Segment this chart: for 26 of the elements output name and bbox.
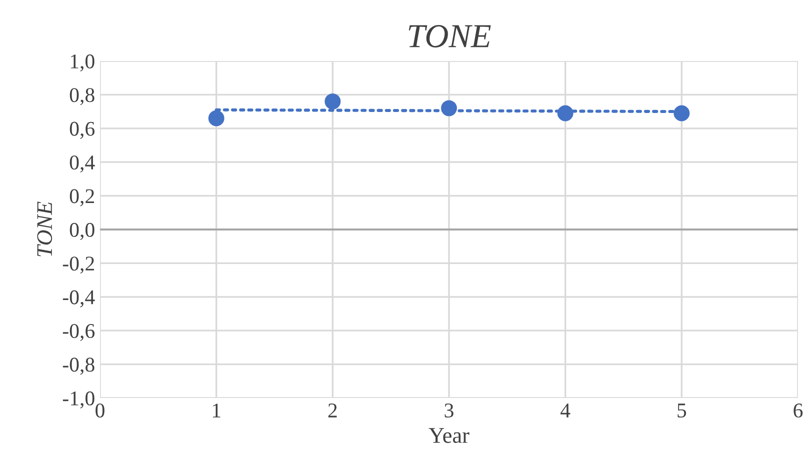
point — [557, 105, 574, 122]
point — [324, 93, 341, 110]
point — [208, 110, 224, 126]
y-tick-label: -0,2 — [62, 256, 94, 274]
chart-title: TONE — [408, 25, 491, 48]
x-tick-label: 5 — [678, 404, 686, 418]
y-tick-label: -1,0 — [62, 391, 94, 408]
x-axis-title: Year — [428, 428, 470, 443]
point — [441, 100, 457, 116]
x-tick-label: 6 — [794, 404, 803, 418]
x-tick-label: 0 — [96, 403, 104, 418]
x-tick-label: 1 — [212, 404, 220, 418]
x-tick-label: 3 — [444, 404, 454, 418]
y-tick-label: -0,6 — [62, 324, 95, 342]
y-tick-label: -0,8 — [62, 358, 94, 375]
y-tick-label: 0,0 — [70, 222, 94, 240]
x-tick-label: 2 — [328, 404, 337, 418]
y-tick-label: 0,8 — [70, 88, 94, 106]
y-tick-label: 0,6 — [70, 122, 95, 139]
x-tick-label: 4 — [560, 404, 570, 418]
point — [674, 105, 690, 122]
y-tick-label: 0,4 — [70, 155, 95, 173]
y-tick-label: 1,0 — [70, 54, 94, 72]
y-axis-title: TONE — [37, 202, 52, 256]
y-tick-label: -0,4 — [62, 290, 95, 308]
y-tick-label: 0,2 — [70, 189, 94, 206]
